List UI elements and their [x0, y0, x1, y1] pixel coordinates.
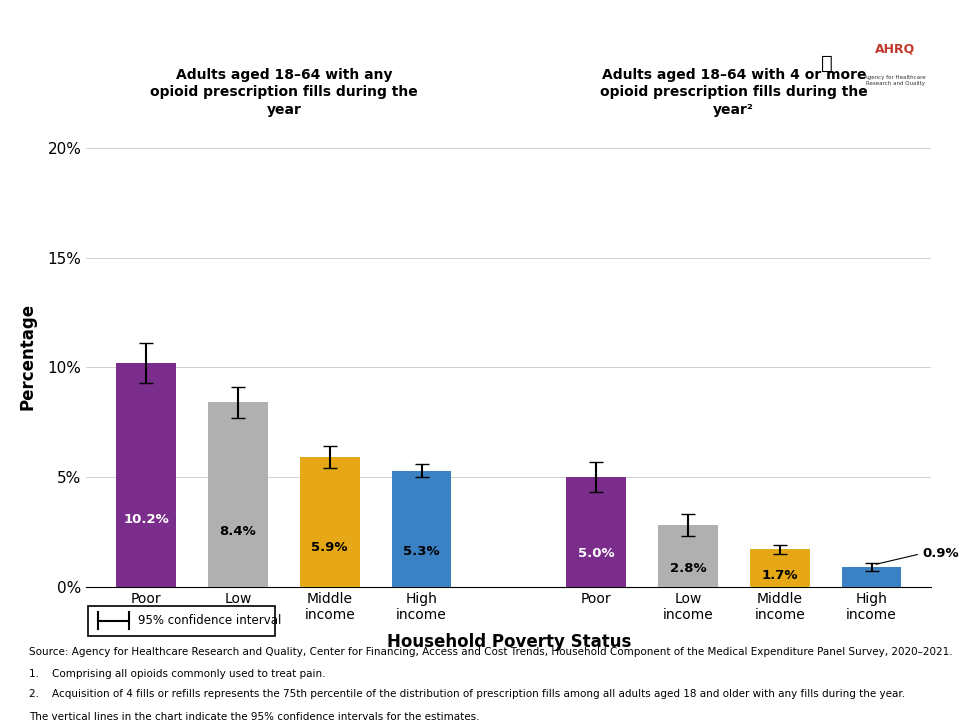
- Text: AHRQ: AHRQ: [875, 42, 915, 55]
- Text: 2.8%: 2.8%: [669, 562, 707, 575]
- Circle shape: [785, 9, 931, 117]
- Bar: [750, 549, 809, 587]
- Bar: [116, 363, 176, 587]
- Text: Figure 3. Average annual percentage of adults aged 18–64
who filled outpatient o: Figure 3. Average annual percentage of a…: [80, 21, 746, 95]
- Text: 0.9%: 0.9%: [922, 547, 959, 560]
- Text: Agency for Healthcare
Research and Quality: Agency for Healthcare Research and Quali…: [864, 76, 925, 86]
- Text: 🦅: 🦅: [821, 53, 832, 73]
- Bar: [392, 470, 451, 587]
- Text: 1.7%: 1.7%: [761, 569, 798, 582]
- Bar: [566, 477, 626, 587]
- Text: The vertical lines in the chart indicate the 95% confidence intervals for the es: The vertical lines in the chart indicate…: [29, 711, 479, 720]
- Text: Adults aged 18–64 with any
opioid prescription fills during the
year: Adults aged 18–64 with any opioid prescr…: [150, 68, 418, 117]
- Bar: [300, 457, 360, 587]
- Text: 5.3%: 5.3%: [403, 546, 440, 559]
- Text: 10.2%: 10.2%: [123, 513, 169, 526]
- Text: 95% confidence interval: 95% confidence interval: [138, 614, 281, 627]
- Text: 2.    Acquisition of 4 fills or refills represents the 75th percentile of the di: 2. Acquisition of 4 fills or refills rep…: [29, 688, 905, 698]
- Bar: [842, 567, 901, 587]
- X-axis label: Household Poverty Status: Household Poverty Status: [387, 633, 631, 651]
- Text: 8.4%: 8.4%: [220, 525, 256, 538]
- Text: Source: Agency for Healthcare Research and Quality, Center for Financing, Access: Source: Agency for Healthcare Research a…: [29, 647, 952, 657]
- Text: Adults aged 18–64 with 4 or more
opioid prescription fills during the
year²: Adults aged 18–64 with 4 or more opioid …: [600, 68, 868, 117]
- Bar: [208, 402, 268, 587]
- Text: 5.0%: 5.0%: [578, 547, 614, 560]
- FancyBboxPatch shape: [88, 606, 275, 636]
- Text: 5.9%: 5.9%: [311, 541, 348, 554]
- Bar: [658, 526, 718, 587]
- Y-axis label: Percentage: Percentage: [18, 303, 36, 410]
- Text: 1.    Comprising all opioids commonly used to treat pain.: 1. Comprising all opioids commonly used …: [29, 669, 325, 679]
